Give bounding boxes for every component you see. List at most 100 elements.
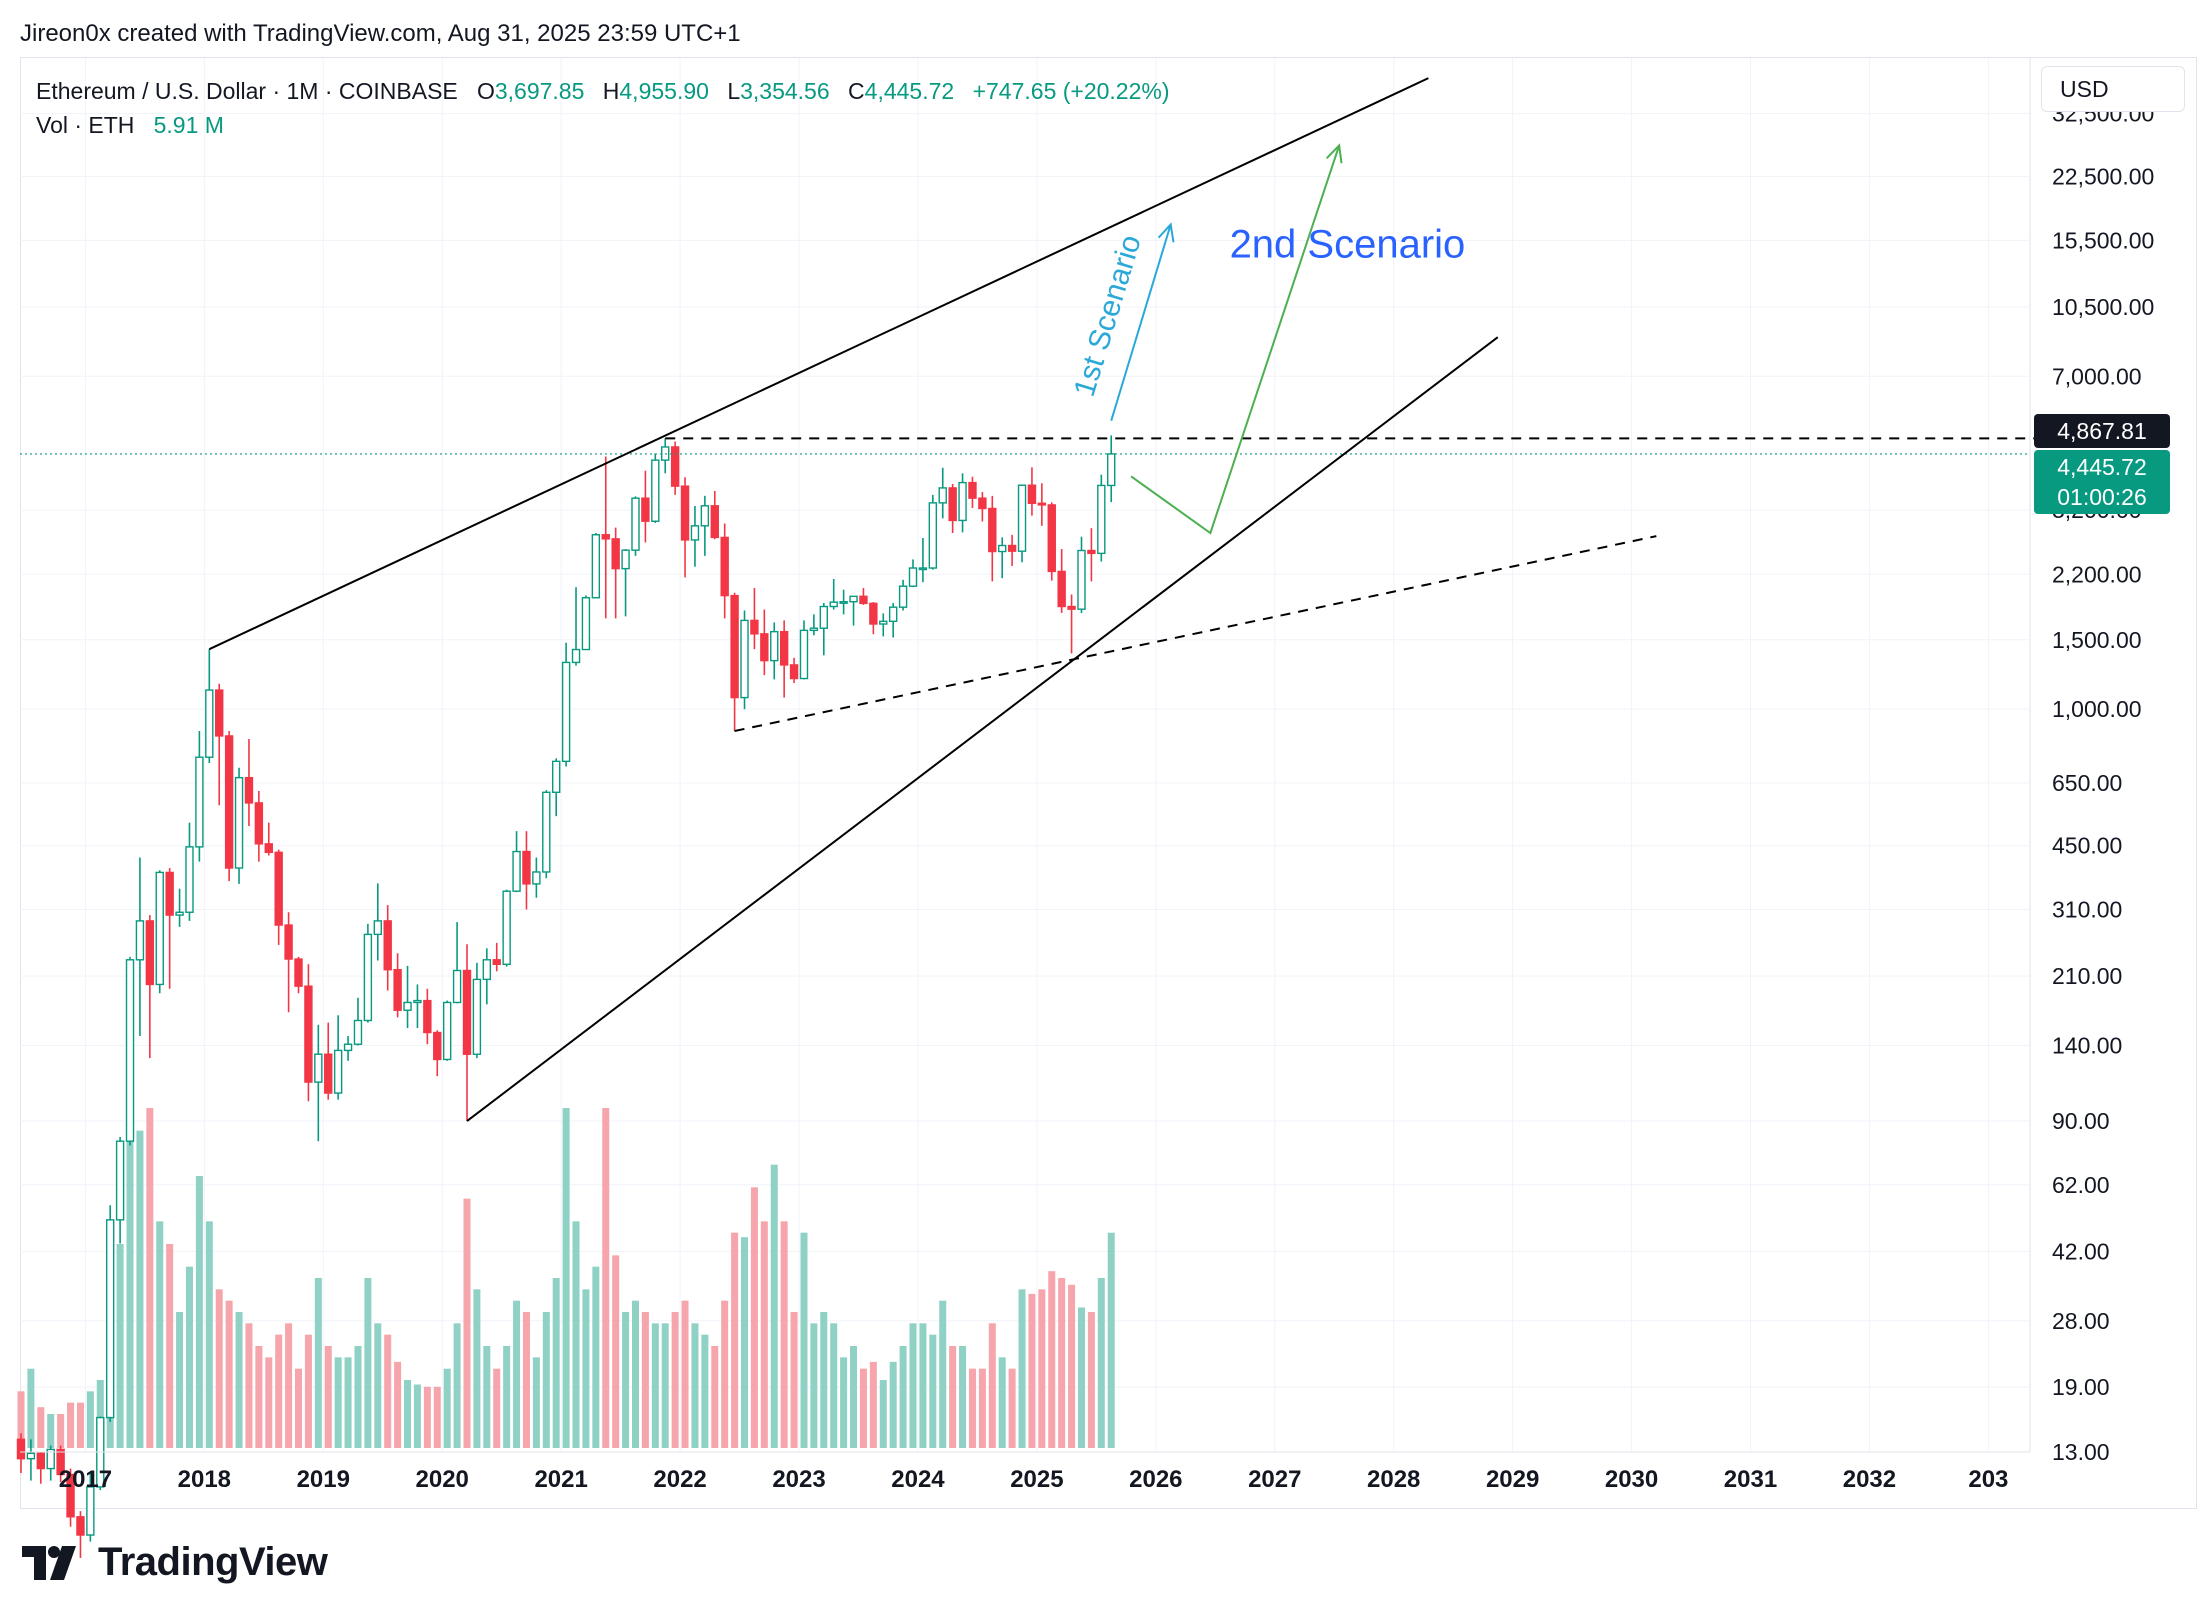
volume-bars bbox=[17, 1108, 1115, 1448]
candle-body bbox=[343, 1043, 353, 1052]
candle-body bbox=[1027, 484, 1037, 504]
volume-bar bbox=[384, 1334, 392, 1448]
currency-selector[interactable]: USD bbox=[2041, 66, 2185, 112]
chart-legend: Ethereum / U.S. Dollar · 1M · COINBASE O… bbox=[36, 74, 1170, 142]
volume-bar bbox=[859, 1368, 867, 1448]
x-tick-label: 203 bbox=[1968, 1466, 2008, 1493]
candle-body bbox=[750, 619, 759, 635]
volume-bar bbox=[1107, 1232, 1115, 1448]
candle-body bbox=[918, 567, 928, 571]
candle-body bbox=[670, 446, 680, 487]
scenario-1-arrow bbox=[1110, 224, 1172, 421]
x-tick-label: 2024 bbox=[891, 1466, 945, 1493]
volume-bar bbox=[820, 1312, 828, 1448]
candle-body bbox=[363, 933, 373, 1022]
x-tick-label: 2020 bbox=[416, 1466, 469, 1493]
candle-body bbox=[105, 1219, 115, 1419]
candle-body bbox=[561, 661, 571, 763]
volume-bar bbox=[443, 1368, 451, 1448]
volume-bar bbox=[1077, 1307, 1085, 1448]
candle-body bbox=[988, 507, 997, 553]
volume-bar bbox=[1038, 1289, 1046, 1448]
x-tick-label: 2021 bbox=[534, 1466, 587, 1493]
candle-body bbox=[195, 756, 204, 848]
volume-bar bbox=[1018, 1289, 1026, 1448]
candle-body bbox=[482, 959, 492, 981]
candle-body bbox=[710, 505, 719, 539]
candles bbox=[16, 435, 1116, 1558]
volume-bar bbox=[602, 1108, 610, 1448]
candle-body bbox=[740, 619, 749, 699]
candle-body bbox=[373, 920, 382, 936]
volume-bar bbox=[760, 1221, 768, 1448]
low-label: L bbox=[727, 78, 741, 104]
candle-body bbox=[46, 1448, 55, 1470]
volume-bar bbox=[503, 1346, 511, 1448]
axes: 32,500.0022,500.0015,500.0010,500.007,00… bbox=[20, 58, 2154, 1493]
candle-body bbox=[433, 1031, 442, 1061]
candle-body bbox=[799, 629, 809, 680]
upper-trendline bbox=[208, 77, 1429, 651]
volume-bar bbox=[126, 1130, 134, 1448]
volume-bar bbox=[265, 1357, 273, 1448]
y-tick-label: 310.00 bbox=[2052, 896, 2122, 922]
volume-bar bbox=[959, 1346, 967, 1448]
volume-bar bbox=[275, 1334, 283, 1448]
volume-bar bbox=[76, 1402, 84, 1448]
volume-bar bbox=[631, 1300, 639, 1448]
candle-body bbox=[76, 1516, 85, 1536]
volume-bar bbox=[17, 1391, 25, 1448]
volume-bar bbox=[1087, 1312, 1095, 1448]
volume-bar bbox=[1097, 1278, 1105, 1448]
candle-body bbox=[581, 597, 591, 651]
candle-body bbox=[403, 1001, 412, 1011]
volume-bar bbox=[641, 1312, 649, 1448]
volume-bar bbox=[364, 1278, 372, 1448]
y-tick-label: 19.00 bbox=[2052, 1374, 2110, 1400]
candle-body bbox=[948, 487, 957, 522]
volume-bar bbox=[988, 1323, 996, 1448]
open-value: 3,697.85 bbox=[494, 78, 585, 104]
volume-bar bbox=[295, 1368, 303, 1448]
volume-label: Vol · ETH bbox=[36, 112, 135, 138]
x-tick-label: 2032 bbox=[1843, 1466, 1896, 1493]
scenario-1-label: 1st Scenario bbox=[1068, 231, 1148, 400]
open-label: O bbox=[476, 78, 495, 104]
candle-body bbox=[680, 485, 690, 541]
candle-body bbox=[542, 791, 551, 873]
tradingview-logo-icon bbox=[22, 1545, 76, 1580]
volume-bar bbox=[830, 1323, 838, 1448]
volume-bar bbox=[651, 1323, 659, 1448]
x-tick-label: 2029 bbox=[1486, 1466, 1539, 1493]
candle-body bbox=[86, 1486, 95, 1536]
volume-bar bbox=[245, 1323, 253, 1448]
candle-body bbox=[1077, 549, 1086, 610]
candle-body bbox=[1017, 484, 1027, 552]
volume-bar bbox=[156, 1221, 164, 1448]
x-tick-label: 2030 bbox=[1605, 1466, 1658, 1493]
volume-bar bbox=[949, 1346, 957, 1448]
volume-bar bbox=[433, 1386, 441, 1448]
volume-bar bbox=[879, 1380, 887, 1448]
volume-bar bbox=[552, 1278, 560, 1448]
candle-body bbox=[888, 606, 898, 623]
y-tick-label: 1,500.00 bbox=[2052, 627, 2142, 653]
volume-bar bbox=[840, 1357, 848, 1448]
candle-body bbox=[215, 689, 224, 737]
volume-bar bbox=[968, 1368, 976, 1448]
volume-bar bbox=[116, 1244, 124, 1448]
candle-body bbox=[898, 585, 908, 608]
tradingview-logo[interactable]: TradingView bbox=[22, 1540, 328, 1585]
volume-bar bbox=[612, 1255, 620, 1448]
volume-bar bbox=[622, 1312, 630, 1448]
candle-body bbox=[393, 969, 402, 1011]
volume-bar bbox=[671, 1312, 679, 1448]
volume-bar bbox=[67, 1402, 75, 1448]
volume-bar bbox=[1048, 1271, 1056, 1448]
candle-body bbox=[135, 920, 145, 961]
ohlc-legend-row: Ethereum / U.S. Dollar · 1M · COINBASE O… bbox=[36, 74, 1170, 108]
lower-trendline bbox=[466, 336, 1499, 1122]
candle-body bbox=[492, 959, 501, 965]
scenario-1-arrow-arrowhead bbox=[1157, 222, 1175, 243]
